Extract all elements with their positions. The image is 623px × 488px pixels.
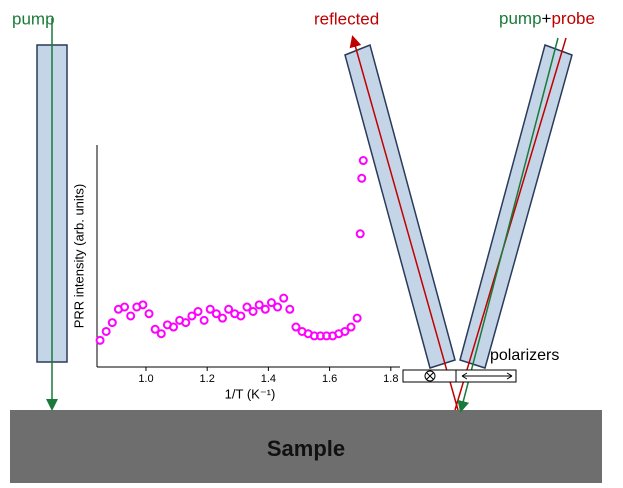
y-axis-label: PRR intensity (arb. units) <box>71 184 86 329</box>
data-point <box>357 173 367 183</box>
plus: + <box>542 9 552 28</box>
pump-label: pump <box>12 9 55 28</box>
data-point <box>273 302 283 312</box>
polarizer-arrow <box>461 372 513 380</box>
data-point <box>236 311 246 321</box>
x-tick-label: 1.8 <box>383 373 398 385</box>
pump-beam <box>457 37 559 413</box>
reflected-label: reflected <box>314 9 379 28</box>
polarizer-cross-x <box>426 372 434 380</box>
probe-beam <box>454 37 567 411</box>
polarizer-cross <box>424 370 436 382</box>
probe-word: probe <box>551 9 594 28</box>
data-point <box>355 229 365 239</box>
data-point <box>358 156 368 166</box>
data-point <box>285 304 295 314</box>
data-point <box>254 300 264 310</box>
data-point <box>346 322 356 332</box>
data-point <box>260 304 270 314</box>
data-point <box>352 313 362 323</box>
data-point <box>224 304 234 314</box>
sample-label: Sample <box>267 436 345 461</box>
x-axis-label: 1/T (K⁻¹) <box>225 386 276 401</box>
x-tick-label: 1.2 <box>200 373 215 385</box>
x-tick-label: 1.0 <box>138 373 153 385</box>
sample-block <box>10 410 602 483</box>
data-point <box>211 309 221 319</box>
data-point <box>101 326 111 336</box>
data-point <box>340 326 350 336</box>
data-point <box>169 322 179 332</box>
data-point <box>205 304 215 314</box>
data-point <box>150 324 160 334</box>
pump-probe-label: pump+probe <box>499 9 595 28</box>
data-point <box>181 318 191 328</box>
data-point <box>144 309 154 319</box>
data-point <box>126 311 136 321</box>
data-point <box>138 300 148 310</box>
data-point <box>291 322 301 332</box>
data-point <box>107 318 117 328</box>
data-point <box>187 311 197 321</box>
data-point <box>279 293 289 303</box>
inset-chart: PRR intensity (arb. units) 1/T (K⁻¹) 1.0… <box>71 145 400 401</box>
data-point <box>193 307 203 316</box>
data-point <box>266 298 276 308</box>
pump-word: pump <box>499 9 542 28</box>
x-tick-label: 1.4 <box>261 373 276 385</box>
x-tick-label: 1.6 <box>322 373 337 385</box>
data-point <box>95 335 105 345</box>
data-point <box>199 315 209 325</box>
data-point <box>217 313 227 323</box>
data-point <box>156 329 166 339</box>
polarizers-label: polarizers <box>490 347 559 364</box>
data-point <box>248 307 258 316</box>
data-point <box>242 302 252 312</box>
reflected-beam <box>349 35 459 411</box>
data-point <box>120 302 130 312</box>
